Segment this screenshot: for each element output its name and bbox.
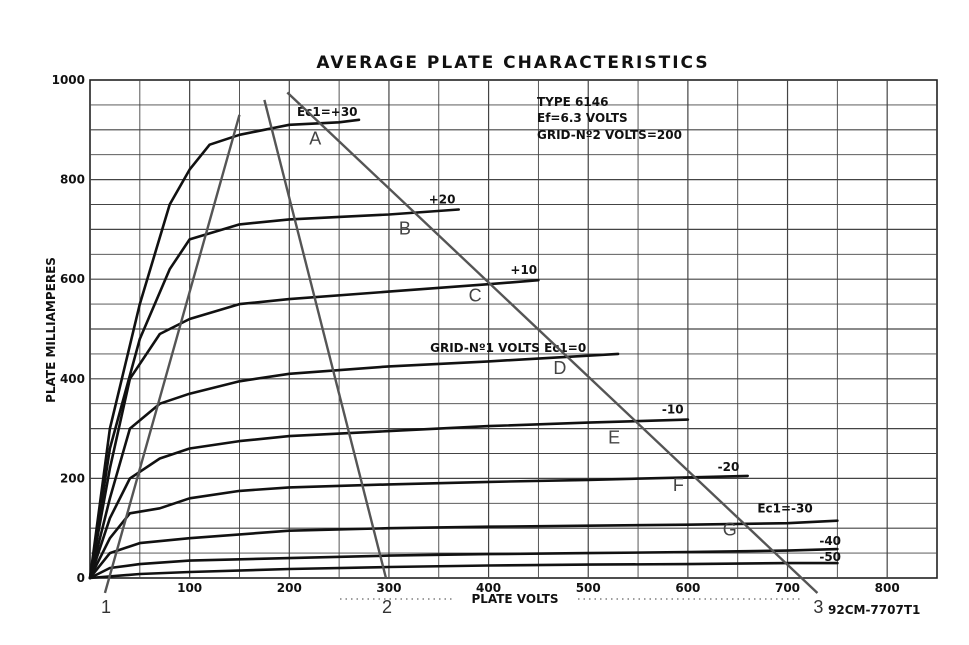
info-filament-volts: Ef=6.3 VOLTS <box>537 111 628 125</box>
load-lines: 1 2 3 <box>101 91 823 617</box>
x-tick-label: 200 <box>277 581 302 595</box>
x-tick-label: 800 <box>875 581 900 595</box>
curve-label: GRID-Nº1 VOLTS Ec1=0 <box>430 341 586 355</box>
curve--30 <box>88 519 839 580</box>
curve-label: -50 <box>819 550 841 564</box>
x-tick-label: 100 <box>177 581 202 595</box>
y-tick-label: 400 <box>60 372 85 386</box>
info-tube-type: TYPE 6146 <box>537 95 608 109</box>
x-tick-label: 500 <box>576 581 601 595</box>
load-line-number: 2 <box>382 597 392 617</box>
y-tick-label: 1000 <box>52 73 85 87</box>
point-label: F <box>673 475 684 495</box>
curve-label: -10 <box>662 403 684 417</box>
y-tick-label: 200 <box>60 471 85 485</box>
curve--40 <box>88 547 839 580</box>
curve--10 <box>88 418 690 580</box>
load-line-number: 3 <box>813 597 823 617</box>
x-tick-label: 600 <box>675 581 700 595</box>
y-tick-label: 0 <box>77 571 85 585</box>
x-tick-label: 300 <box>376 581 401 595</box>
curve-Ec1=+30 <box>88 118 361 580</box>
y-axis-label: PLATE MILLIAMPERES <box>44 257 58 403</box>
point-label: G <box>723 520 737 540</box>
curve-label: -20 <box>718 460 740 474</box>
point-label: E <box>608 428 620 448</box>
tick-labels: 100 200 300 400 500 600 700 800 0 200 400 600 800 100… <box>52 73 900 595</box>
curve--50 <box>88 561 839 580</box>
point-label: C <box>469 286 482 306</box>
load-line-number: 1 <box>101 597 111 617</box>
y-tick-label: 800 <box>60 173 85 187</box>
load-line-3 <box>286 91 819 594</box>
x-tick-label: 400 <box>476 581 501 595</box>
x-tick-label: 700 <box>775 581 800 595</box>
curve-+10 <box>88 278 540 580</box>
curve-+20 <box>88 208 461 580</box>
point-label: A <box>309 129 321 149</box>
y-tick-label: 600 <box>60 272 85 286</box>
curve-0 <box>88 352 620 580</box>
curve-label: Ec1=-30 <box>757 502 812 516</box>
x-axis-label: PLATE VOLTS <box>471 592 558 606</box>
grid <box>89 79 938 579</box>
load-line-1 <box>103 114 241 594</box>
footer-code: 92CM-7707T1 <box>828 603 920 617</box>
curve-label: +20 <box>429 192 456 206</box>
info-box: TYPE 6146 Ef=6.3 VOLTS GRID-Nº2 VOLTS=20… <box>537 95 682 142</box>
point-label: D <box>553 358 566 378</box>
load-line-2 <box>263 99 388 579</box>
curve-label: -40 <box>819 534 841 548</box>
point-label: B <box>399 218 411 238</box>
curve-label: +10 <box>510 263 537 277</box>
info-grid2-volts: GRID-Nº2 VOLTS=200 <box>537 128 682 142</box>
point-labels: A B C D E F G <box>309 129 737 540</box>
chart-title: AVERAGE PLATE CHARACTERISTICS <box>316 53 709 73</box>
